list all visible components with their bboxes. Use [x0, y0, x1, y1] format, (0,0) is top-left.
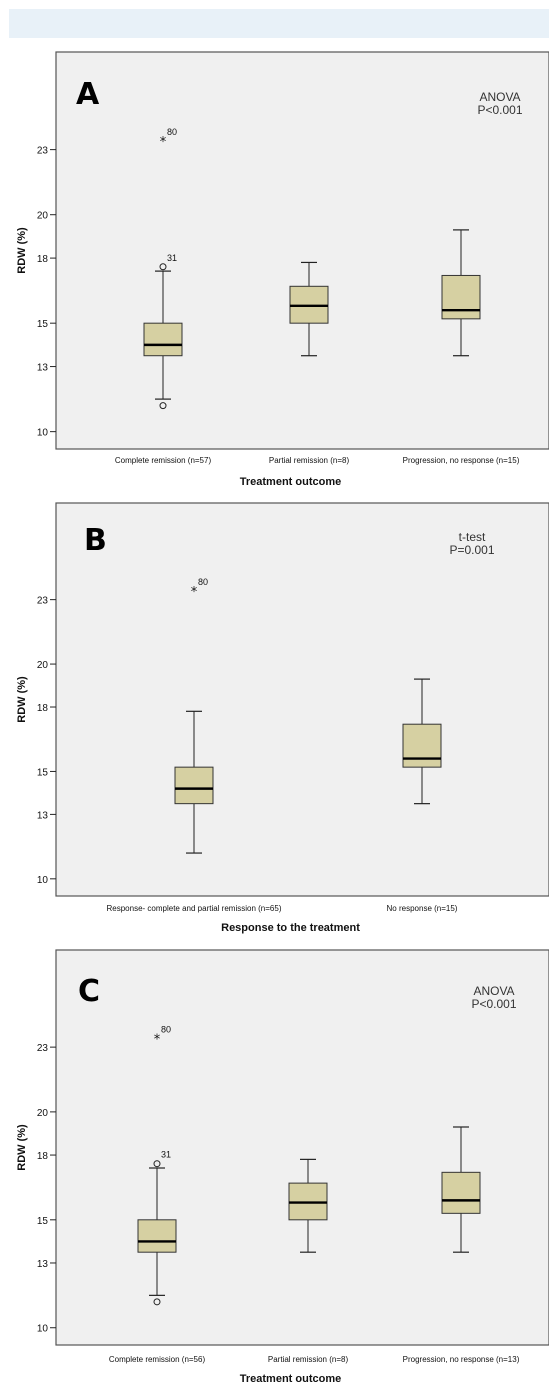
y-tick-label: 18	[37, 254, 49, 265]
x-category-label: Partial remission (n=8)	[268, 1355, 349, 1364]
x-axis-title: Response to the treatment	[221, 922, 360, 934]
y-axis-title: RDW (%)	[16, 676, 28, 723]
boxplot-3	[441, 1126, 481, 1253]
y-tick-label: 10	[37, 428, 49, 439]
iqr-box	[174, 766, 214, 805]
panel-b: 10 13 15 18 20 23 RDW (%) Response- complete an…	[16, 502, 549, 934]
panel-c: 10 13 15 18 20 23 RDW (%) Complete remission (n…	[16, 949, 549, 1385]
x-category-label: No response (n=15)	[387, 904, 458, 913]
stat-test-label: ANOVA	[479, 90, 520, 104]
y-tick-label: 10	[37, 1324, 49, 1335]
y-tick-label: 15	[37, 767, 49, 778]
p-value-label: P=0.001	[449, 543, 494, 557]
y-tick-label: 20	[37, 211, 49, 222]
y-axis-title: RDW (%)	[16, 1124, 28, 1171]
y-tick-label: 20	[37, 660, 49, 671]
y-tick-label: 10	[37, 875, 49, 886]
outlier-label: 31	[161, 1150, 171, 1160]
y-tick-label: 13	[37, 1259, 49, 1270]
outlier-label: 31	[167, 253, 177, 263]
outlier-circle-marker	[153, 1298, 161, 1306]
boxplot-2	[289, 261, 329, 357]
y-tick-label: 20	[37, 1108, 49, 1119]
x-axis-title: Treatment outcome	[240, 476, 341, 488]
stat-test-label: t-test	[459, 530, 486, 544]
panel-letter: C	[78, 974, 100, 1009]
boxplot-2	[402, 678, 442, 805]
iqr-box	[441, 274, 481, 320]
boxplot-3	[441, 229, 481, 357]
outlier-label: 80	[161, 1024, 171, 1034]
panel-letter: B	[84, 523, 107, 558]
outlier-circle-marker	[159, 263, 167, 271]
iqr-box	[143, 322, 183, 357]
y-tick-label: 15	[37, 1216, 49, 1227]
outlier-star-marker: *	[154, 1032, 161, 1047]
x-category-label: Complete remission (n=57)	[115, 456, 212, 465]
y-axis-title: RDW (%)	[16, 227, 28, 274]
boxplot-1	[174, 710, 214, 854]
iqr-box	[441, 1171, 481, 1214]
p-value-label: P<0.001	[471, 997, 516, 1011]
x-category-label: Complete remission (n=56)	[109, 1355, 206, 1364]
x-category-label: Progression, no response (n=13)	[403, 1355, 520, 1364]
y-tick-label: 23	[37, 596, 49, 607]
boxplot-2	[288, 1158, 328, 1253]
outlier-star-marker: *	[160, 135, 167, 150]
y-tick-label: 18	[37, 703, 49, 714]
plot-area	[55, 51, 549, 450]
p-value-label: P<0.001	[477, 103, 522, 117]
iqr-box	[402, 723, 442, 768]
plot-area	[55, 502, 549, 897]
x-category-label: Progression, no response (n=15)	[403, 456, 520, 465]
outlier-label: 80	[167, 127, 177, 137]
y-tick-label: 18	[37, 1151, 49, 1162]
panel-letter: A	[76, 77, 100, 112]
boxplot-1	[137, 1167, 177, 1296]
stat-test-label: ANOVA	[473, 984, 514, 998]
x-category-label: Response- complete and partial remission…	[107, 904, 282, 913]
outlier-star-marker: *	[191, 585, 198, 600]
y-tick-label: 13	[37, 363, 49, 374]
y-tick-label: 23	[37, 1043, 49, 1054]
panel-a: 10 13 15 18 20 23 RDW (%) Complete remission (n…	[16, 51, 549, 488]
outlier-circle-marker	[159, 402, 167, 410]
plot-area	[55, 949, 549, 1346]
outlier-label: 80	[198, 577, 208, 587]
y-tick-label: 23	[37, 146, 49, 157]
y-tick-label: 15	[37, 319, 49, 330]
boxplot-1	[143, 270, 183, 400]
iqr-box	[137, 1219, 177, 1253]
outlier-circle-marker	[153, 1160, 161, 1168]
top-header-bar	[9, 9, 549, 38]
x-category-label: Partial remission (n=8)	[269, 456, 350, 465]
y-tick-label: 13	[37, 810, 49, 821]
x-axis-title: Treatment outcome	[240, 1373, 341, 1385]
